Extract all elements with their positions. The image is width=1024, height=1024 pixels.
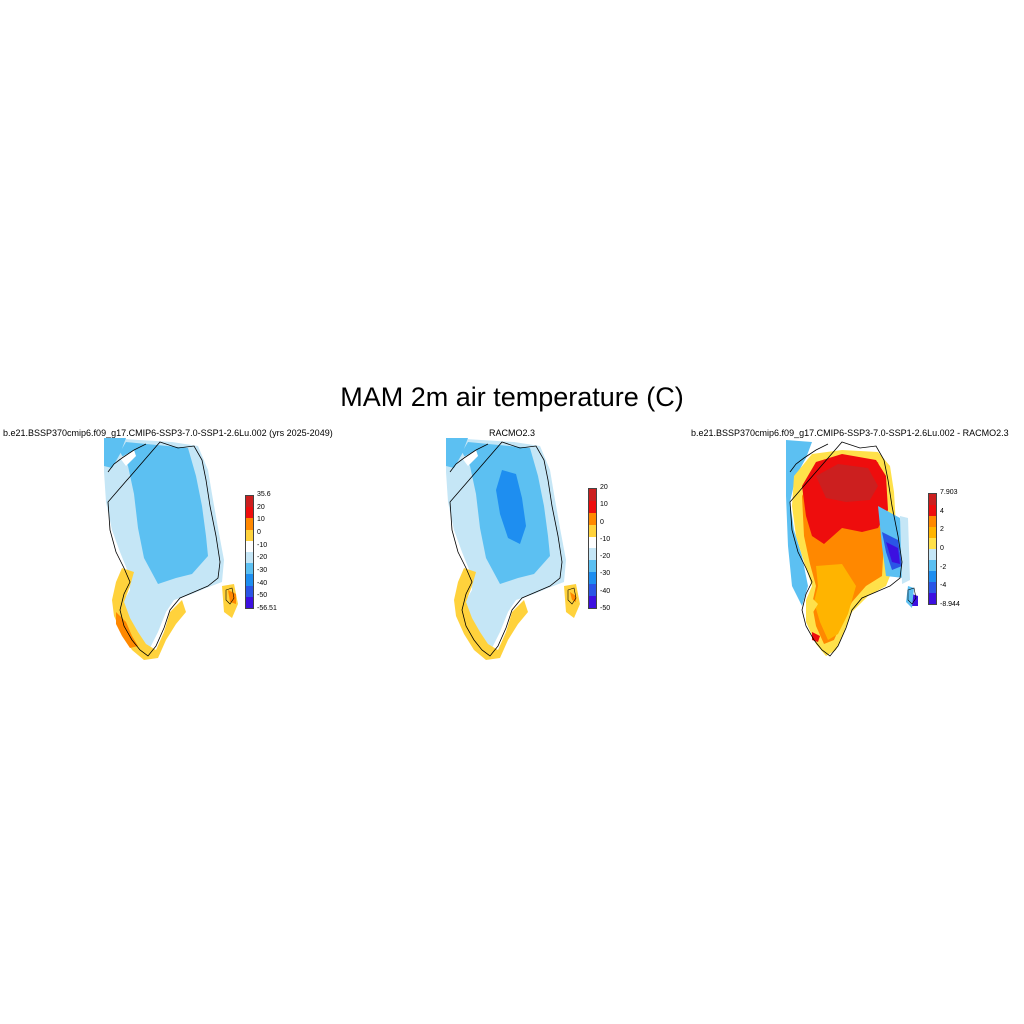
colorbar-tick-label: -50 (257, 592, 268, 600)
colorbar-segment (929, 549, 936, 560)
colorbar-tick-label: -10 (600, 535, 611, 543)
panel-model-colorbar (245, 495, 254, 609)
colorbar-segment (589, 548, 596, 561)
model-coastline (107, 441, 221, 657)
colorbar-tick-label: -40 (600, 587, 611, 595)
colorbar-tick-label: 0 (257, 529, 261, 536)
colorbar-tick-label: -40 (257, 579, 268, 587)
diff-island-coastline (907, 587, 917, 605)
colorbar-segment (246, 574, 253, 586)
colorbar-segment (246, 507, 253, 519)
panel-obs-map (446, 438, 580, 660)
colorbar-tick-label: 35.6 (257, 491, 271, 498)
panel-diff-title: b.e21.BSSP370cmip6.f09_g17.CMIP6-SSP3-7.… (691, 428, 1009, 438)
panel-obs-title: RACMO2.3 (489, 428, 536, 438)
colorbar-tick-label: -20 (257, 554, 268, 562)
model-field (104, 438, 238, 660)
colorbar-segment (589, 489, 596, 501)
colorbar-tick-label: 7.903 (940, 489, 958, 496)
colorbar-tick-label: -2 (940, 563, 947, 571)
colorbar-segment (929, 494, 936, 505)
colorbar-segment (589, 584, 596, 597)
colorbar-segment (929, 560, 936, 571)
colorbar-tick-label: 20 (257, 503, 265, 511)
colorbar-segment (246, 496, 253, 508)
colorbar-segment (929, 593, 936, 604)
colorbar-segment (589, 500, 596, 513)
obs-coastline (449, 441, 563, 657)
colorbar-tick-label: 2 (940, 526, 944, 534)
colorbar-segment (589, 560, 596, 573)
colorbar-segment (246, 585, 253, 597)
colorbar-tick-label: 0 (600, 518, 604, 526)
colorbar-segment (929, 538, 936, 549)
colorbar-tick-label: 0 (940, 545, 944, 552)
panel-diff-map (786, 440, 918, 657)
colorbar-tick-label: 20 (600, 484, 608, 491)
colorbar-tick-label: -10 (257, 541, 268, 549)
figure-title: MAM 2m air temperature (C) (340, 382, 684, 412)
colorbar-tick-label: -30 (600, 570, 611, 578)
model-island-coastline (225, 587, 235, 605)
colorbar-segment (929, 527, 936, 538)
colorbar-segment (929, 571, 936, 582)
colorbar-segment (246, 596, 253, 608)
panel-model-map (104, 438, 238, 660)
colorbar-tick-label: 10 (600, 501, 608, 509)
colorbar-segment (246, 518, 253, 530)
colorbar-segment (589, 572, 596, 585)
diff-field (786, 440, 918, 656)
colorbar-segment (246, 540, 253, 552)
colorbar-tick-label: -30 (257, 567, 268, 574)
colorbar-tick-label: -56.51 (257, 605, 277, 612)
colorbar-segment (589, 512, 596, 525)
diff-coastline (789, 441, 903, 657)
colorbar-tick-label: -20 (600, 553, 611, 561)
colorbar-tick-label: 10 (257, 516, 265, 524)
colorbar-segment (589, 524, 596, 537)
colorbar-segment (246, 551, 253, 564)
colorbar-segment (589, 536, 596, 549)
obs-island-coastline (567, 587, 577, 605)
colorbar-segment (246, 529, 253, 541)
colorbar-segment (929, 516, 936, 527)
panel-model-title: b.e21.BSSP370cmip6.f09_g17.CMIP6-SSP3-7.… (3, 428, 333, 438)
colorbar-segment (589, 596, 596, 608)
colorbar-segment (929, 505, 936, 516)
colorbar-segment (929, 582, 936, 593)
colorbar-tick-label: -8.944 (940, 601, 960, 608)
colorbar-segment (246, 563, 253, 575)
panel-obs-colorbar (588, 488, 597, 609)
colorbar-tick-label: -50 (600, 605, 611, 612)
colorbar-tick-label: -4 (940, 582, 947, 590)
colorbar-tick-label: 4 (940, 507, 944, 515)
panel-diff-colorbar (928, 493, 937, 605)
